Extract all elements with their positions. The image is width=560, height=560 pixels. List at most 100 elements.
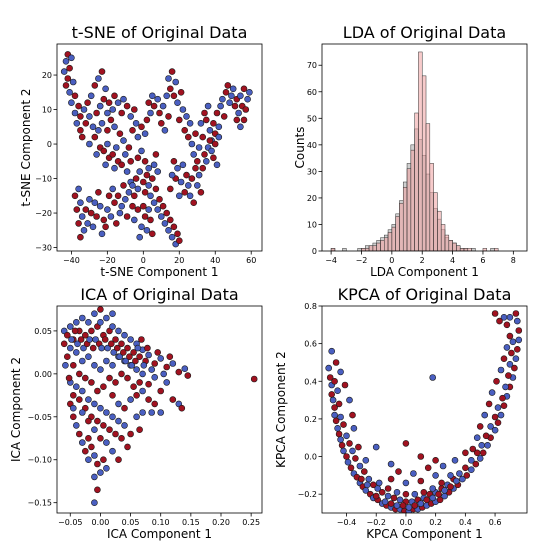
ica-point xyxy=(98,344,105,352)
lda-frame xyxy=(321,43,528,252)
tsne-point xyxy=(87,209,95,217)
kpca-point xyxy=(411,502,419,509)
tsne-ylabel: t-SNE Component 2 xyxy=(19,88,33,206)
tsne-point xyxy=(161,220,169,227)
tsne-xtick-label: −40 xyxy=(63,256,80,265)
tsne-point xyxy=(93,109,100,117)
kpca-point xyxy=(491,310,499,317)
ica-point xyxy=(91,473,98,481)
ica-point xyxy=(79,387,86,395)
kpca-point xyxy=(372,492,380,500)
ica-point xyxy=(110,349,117,356)
kpca-point xyxy=(456,470,463,477)
kpca-point xyxy=(499,394,506,402)
tsne-point xyxy=(145,206,152,213)
ica-point xyxy=(73,349,80,356)
tsne-point xyxy=(111,123,118,131)
tsne-point xyxy=(174,230,181,238)
tsne-point xyxy=(140,178,147,186)
tsne-point xyxy=(120,182,127,189)
kpca-point xyxy=(500,313,508,321)
tsne-point xyxy=(195,144,203,151)
kpca-point xyxy=(335,430,343,438)
kpca-point xyxy=(395,468,402,475)
ica-point xyxy=(139,370,146,378)
kpca-point xyxy=(335,400,343,408)
tsne-point xyxy=(159,102,167,110)
kpca-point xyxy=(429,374,437,381)
ica-xlabel: ICA Component 1 xyxy=(107,527,212,541)
tsne-point xyxy=(123,102,131,110)
kpca-point xyxy=(500,355,508,363)
ica-point xyxy=(121,422,128,429)
lda-bar xyxy=(391,226,396,251)
ica-point xyxy=(88,379,95,386)
ica-point xyxy=(74,340,81,348)
kpca-point xyxy=(462,449,469,457)
tsne-point xyxy=(206,137,214,144)
tsne-point xyxy=(109,185,116,193)
lda-bar xyxy=(467,248,472,251)
tsne-point xyxy=(145,164,152,172)
kpca-ytick-label: 0.6 xyxy=(304,340,317,349)
tsne-point xyxy=(104,127,111,134)
kpca-point xyxy=(432,456,439,464)
tsne-point xyxy=(86,113,93,120)
tsne-point xyxy=(123,168,131,175)
ica-xtick-label: 0.05 xyxy=(122,518,140,527)
lda-bar xyxy=(421,75,427,251)
tsne-point xyxy=(167,85,174,93)
lda-xtick-label: 4 xyxy=(450,256,455,265)
tsne-point xyxy=(96,102,104,110)
tsne-point xyxy=(131,106,138,113)
tsne-point xyxy=(194,182,201,189)
kpca-point xyxy=(472,460,480,468)
ica-point xyxy=(85,456,92,464)
tsne-point xyxy=(116,130,124,137)
tsne-point xyxy=(138,147,145,155)
ica-point xyxy=(109,447,116,455)
tsne-panel: −40 −20 0 20 40 60 −30 −20 −10 0 10 20 t-SNE of Orig… xyxy=(19,23,263,279)
ica-point xyxy=(79,314,86,322)
kpca-point xyxy=(502,383,509,391)
tsne-point xyxy=(75,220,82,227)
ica-point xyxy=(68,336,75,343)
tsne-point xyxy=(113,144,120,151)
tsne-ytick-label: −20 xyxy=(35,209,52,218)
tsne-point xyxy=(111,164,118,172)
ica-point xyxy=(145,380,152,388)
ica-ytick-label: −0.10 xyxy=(27,456,52,465)
tsne-point xyxy=(206,127,214,134)
ica-point xyxy=(154,349,161,356)
ica-point xyxy=(115,400,122,408)
kpca-point xyxy=(508,349,515,357)
tsne-point xyxy=(237,92,244,100)
tsne-marks xyxy=(60,51,253,248)
ica-point xyxy=(166,353,174,361)
kpca-point xyxy=(512,310,520,317)
tsne-point xyxy=(165,113,172,120)
tsne-point xyxy=(82,120,90,127)
kpca-point xyxy=(494,404,502,411)
ica-point xyxy=(109,323,116,330)
ica-point xyxy=(91,499,98,507)
ica-point xyxy=(77,336,85,343)
lda-bar xyxy=(376,242,381,251)
tsne-point xyxy=(111,92,118,100)
tsne-point xyxy=(89,223,97,231)
tsne-point xyxy=(176,237,183,244)
tsne-point xyxy=(161,127,169,134)
ica-point xyxy=(97,366,104,373)
kpca-point xyxy=(447,483,454,491)
kpca-point xyxy=(513,317,521,325)
kpca-point xyxy=(352,455,359,462)
ica-point xyxy=(121,404,128,412)
ica-point xyxy=(67,344,74,352)
ica-point xyxy=(85,434,92,442)
ica-point xyxy=(64,353,71,361)
kpca-point xyxy=(381,498,389,506)
tsne-point xyxy=(107,213,115,220)
tsne-point xyxy=(231,102,239,110)
ica-point xyxy=(89,344,97,352)
kpca-point xyxy=(402,479,410,487)
